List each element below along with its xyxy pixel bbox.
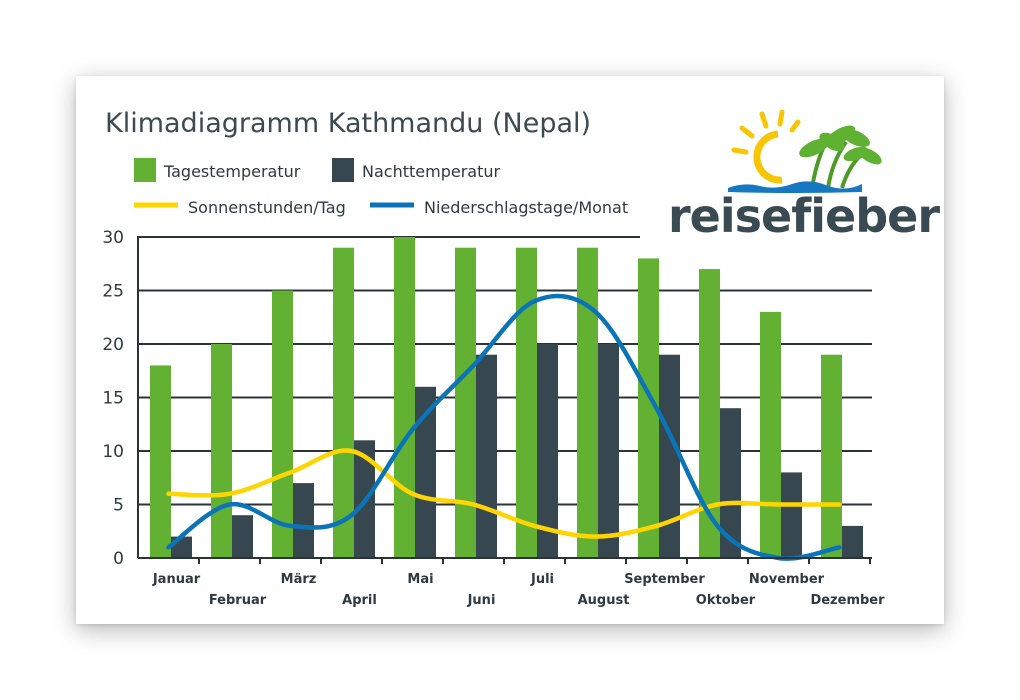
chart-title: Klimadiagramm Kathmandu (Nepal)	[105, 108, 591, 139]
bar-nachttemperatur-September	[659, 354, 680, 558]
x-tick-label-Juli: Juli	[530, 572, 554, 587]
x-tick-label-April: April	[342, 593, 377, 608]
bar-nachttemperatur-November	[781, 472, 802, 558]
x-tick-label-Februar: Februar	[209, 593, 267, 608]
axes: 0 5 10 15 20 25 30 Januar Februar März April Mai Jun…	[102, 228, 885, 608]
legend-swatch-tagestemperatur	[134, 158, 156, 182]
bar-tagestemperatur-Juli	[516, 247, 537, 558]
x-tick-label-Juni: Juni	[467, 593, 496, 608]
y-tick-label-15: 15	[102, 389, 124, 409]
lines	[166, 293, 842, 561]
y-tick-label-25: 25	[102, 282, 124, 302]
bar-tagestemperatur-März	[272, 290, 293, 558]
y-tick-label-0: 0	[113, 549, 124, 569]
grid	[138, 236, 872, 506]
x-tick-label-November: November	[749, 572, 825, 587]
bar-tagestemperatur-Juni	[455, 247, 476, 558]
legend: Tagestemperatur Nachttemperatur Sonnenstun…	[134, 158, 628, 217]
x-tick-label-März: März	[281, 572, 317, 587]
legend-swatch-nachttemperatur	[332, 158, 354, 182]
bar-nachttemperatur-Juni	[476, 354, 497, 558]
bar-nachttemperatur-März	[293, 483, 314, 558]
climate-chart: Klimadiagramm Kathmandu (Nepal) Tagestem…	[102, 108, 941, 608]
y-tick-label-10: 10	[102, 442, 124, 462]
bar-nachttemperatur-Dezember	[842, 525, 863, 558]
legend-label-tagestemperatur: Tagestemperatur	[163, 162, 301, 181]
y-tick-label-30: 30	[102, 228, 124, 248]
bar-tagestemperatur-Mai	[394, 237, 415, 558]
x-tick-label-September: September	[624, 572, 705, 587]
bar-tagestemperatur-August	[577, 247, 598, 558]
chart-card: Klimadiagramm Kathmandu (Nepal) Tagestem…	[76, 76, 944, 624]
legend-label-sonnenstunden-tag: Sonnenstunden/Tag	[188, 198, 346, 217]
bar-tagestemperatur-September	[638, 258, 659, 558]
bar-nachttemperatur-August	[598, 344, 619, 558]
bar-tagestemperatur-Dezember	[821, 354, 842, 558]
bar-tagestemperatur-Februar	[211, 344, 232, 558]
line-sonnenstunden-tag	[166, 448, 842, 539]
bar-nachttemperatur-Februar	[232, 515, 253, 558]
bar-tagestemperatur-Januar	[150, 365, 171, 558]
legend-label-nachttemperatur: Nachttemperatur	[362, 162, 500, 181]
bar-tagestemperatur-November	[760, 311, 781, 558]
sun-icon	[731, 109, 801, 184]
y-tick-label-20: 20	[102, 335, 124, 355]
legend-label-niederschlagstage-monat: Niederschlagstage/Monat	[424, 198, 628, 217]
logo-text: reisefieber	[668, 189, 940, 243]
y-tick-label-5: 5	[113, 496, 124, 516]
bar-nachttemperatur-Juli	[537, 344, 558, 558]
bar-nachttemperatur-Oktober	[720, 408, 741, 558]
bar-nachttemperatur-Mai	[415, 386, 436, 558]
x-tick-label-Oktober: Oktober	[696, 593, 756, 608]
bar-tagestemperatur-Oktober	[699, 269, 720, 558]
wave-icon	[728, 181, 862, 193]
x-tick-label-Dezember: Dezember	[810, 593, 885, 608]
x-tick-label-Mai: Mai	[407, 572, 433, 587]
x-tick-label-Januar: Januar	[152, 572, 201, 587]
line-niederschlagstage-monat	[166, 293, 842, 561]
reisefieber-logo: reisefieber	[668, 109, 941, 243]
palm-tree-icon	[799, 125, 882, 189]
bar-tagestemperatur-April	[333, 247, 354, 558]
x-tick-label-August: August	[578, 593, 630, 608]
